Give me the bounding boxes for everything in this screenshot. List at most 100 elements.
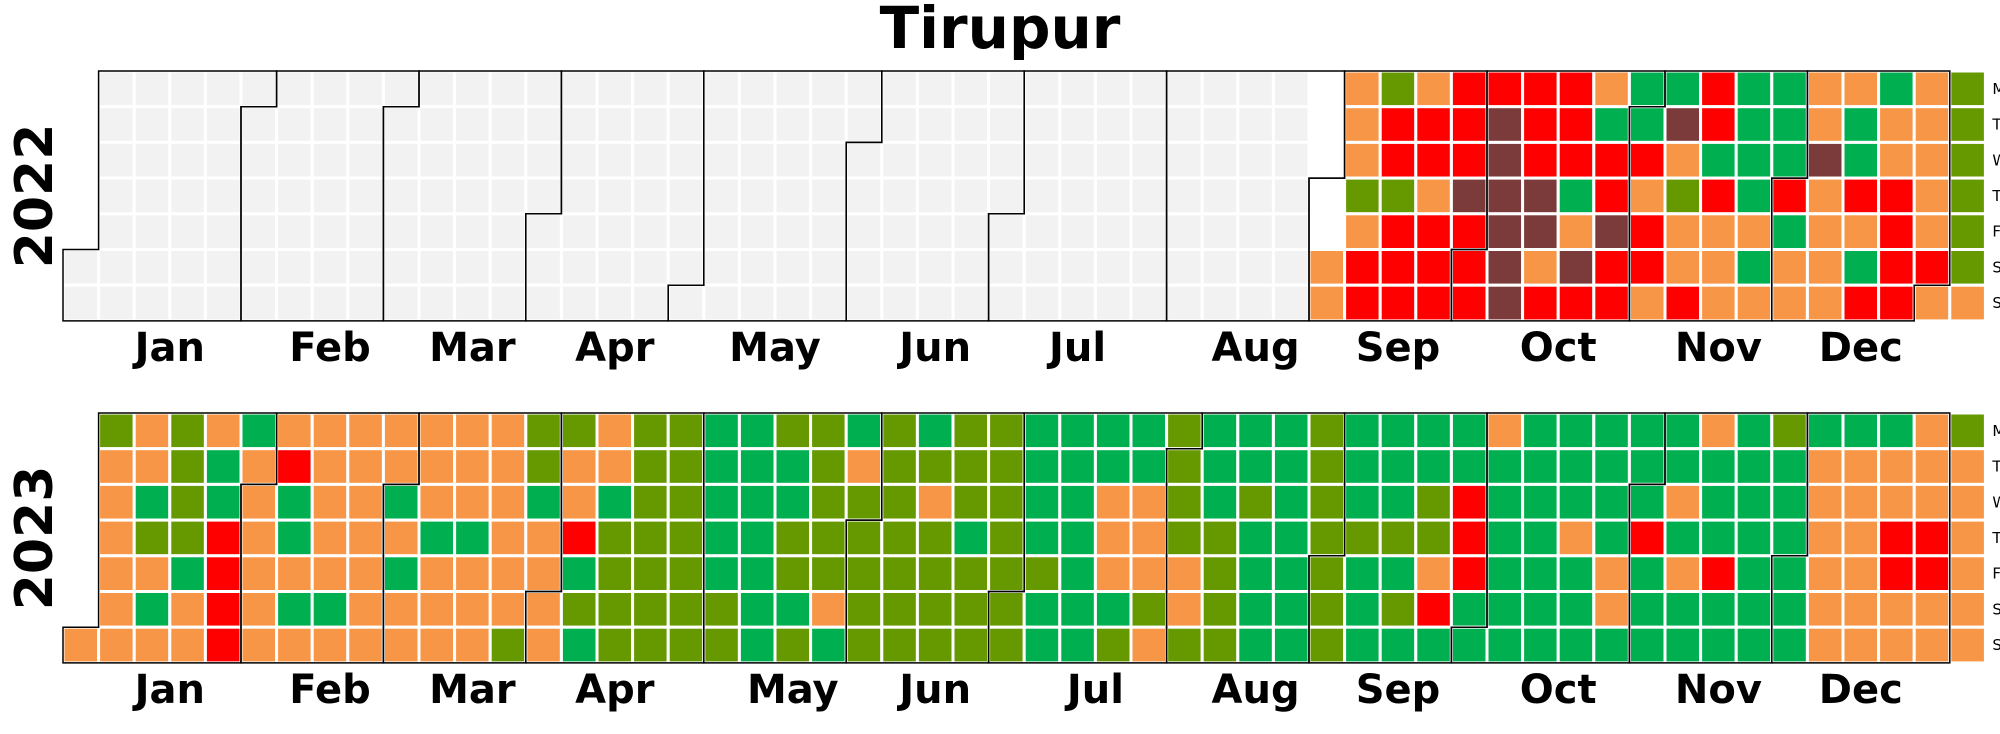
month-label: Jun: [896, 325, 971, 371]
day-cell: [1805, 69, 1845, 109]
day-cell: [809, 212, 848, 252]
day-cell: [1663, 69, 1703, 109]
day-cell: [1449, 554, 1489, 593]
day-cell: [631, 554, 670, 593]
day-cell: [381, 176, 421, 216]
day-cell: [1877, 248, 1916, 287]
day-cell: [666, 590, 706, 629]
month-label: Dec: [1819, 667, 1903, 713]
day-cell: [809, 447, 848, 486]
day-cell: [1663, 283, 1703, 323]
year-panels: 2022 Jan Feb Mar Apr May Jun Jul Aug Sep Oct Nov Dec…: [5, 69, 2000, 713]
day-cell: [346, 518, 385, 558]
day-cell: [1627, 554, 1667, 593]
day-cell: [844, 176, 884, 216]
day-cell: [1699, 411, 1738, 451]
day-cell: [1734, 590, 1774, 629]
day-cell: [417, 212, 457, 252]
day-cell: [773, 212, 813, 252]
day-cell: [1271, 69, 1311, 109]
day-cell: [1770, 248, 1809, 287]
day-cell: [1058, 554, 1097, 593]
day-cell: [203, 554, 243, 593]
day-cell: [132, 447, 172, 486]
day-cell: [1165, 105, 1204, 144]
month-label: Jun: [896, 667, 971, 713]
day-cell: [524, 554, 563, 593]
day-cell: [1022, 248, 1062, 287]
day-cell: [595, 69, 635, 109]
day-cell: [1343, 248, 1382, 287]
day-cell: [1307, 518, 1347, 558]
day-cell: [168, 212, 207, 252]
month-outline: [1771, 70, 1951, 322]
day-cell: [1414, 625, 1453, 665]
day-cell: [275, 447, 314, 486]
day-cell: [737, 176, 777, 216]
day-cell: [559, 248, 599, 287]
day-cell: [1734, 283, 1774, 323]
day-cell: [1841, 518, 1881, 558]
day-cell: [1058, 176, 1097, 216]
day-cell: [1378, 518, 1418, 558]
weekday-label: Fri: [1992, 223, 2000, 241]
day-cell: [132, 212, 172, 252]
day-cell: [1449, 482, 1489, 522]
day-cell: [773, 411, 813, 451]
day-cell: [524, 176, 563, 216]
day-cell: [1271, 554, 1311, 593]
day-cell: [239, 554, 279, 593]
day-cell: [1841, 283, 1881, 323]
day-cell: [1093, 447, 1133, 486]
day-cell: [239, 176, 279, 216]
day-cell: [168, 625, 207, 665]
day-cell: [809, 105, 848, 144]
day-cell: [1734, 176, 1774, 216]
day-cell: [1592, 625, 1631, 665]
weekday-label: Tue: [1991, 116, 2000, 134]
day-cell: [559, 482, 599, 522]
day-cell: [239, 482, 279, 522]
day-cell: [1521, 176, 1560, 216]
day-cell: [1556, 212, 1596, 252]
day-cell: [524, 69, 563, 109]
day-cell: [1271, 625, 1311, 665]
day-cell: [168, 140, 207, 180]
day-cell: [1378, 482, 1418, 522]
day-cell: [239, 625, 279, 665]
day-cell: [1414, 212, 1453, 252]
day-cell: [1770, 411, 1809, 451]
day-cell: [702, 140, 741, 180]
day-cell: [1449, 248, 1489, 287]
day-cell: [1307, 590, 1347, 629]
day-cell: [1627, 411, 1667, 451]
day-cell: [1165, 554, 1204, 593]
day-cell: [1734, 518, 1774, 558]
day-cell: [1343, 212, 1382, 252]
day-cell: [1521, 105, 1560, 144]
day-cell: [1022, 590, 1062, 629]
day-cell: [1627, 212, 1667, 252]
day-cell: [1271, 212, 1311, 252]
day-cell: [809, 482, 848, 522]
day-cell: [203, 411, 243, 451]
day-cell: [1805, 625, 1845, 665]
day-cell: [488, 176, 528, 216]
month-label: May: [729, 325, 821, 371]
day-cell: [1200, 283, 1240, 323]
day-cell: [951, 283, 991, 323]
day-cell: [1058, 518, 1097, 558]
day-cell: [1022, 518, 1062, 558]
day-cell: [381, 283, 421, 323]
day-cell: [310, 248, 350, 287]
day-cell: [239, 518, 279, 558]
day-cell: [132, 482, 172, 522]
day-cell: [809, 518, 848, 558]
day-cell: [666, 518, 706, 558]
day-cell: [239, 411, 279, 451]
day-cell: [1200, 554, 1240, 593]
day-cell: [880, 212, 919, 252]
day-cell: [987, 411, 1026, 451]
day-cell: [773, 518, 813, 558]
day-cell: [453, 590, 492, 629]
